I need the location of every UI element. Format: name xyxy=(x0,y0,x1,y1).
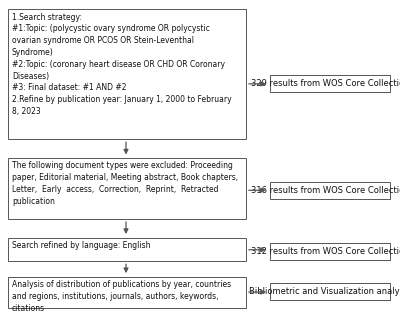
FancyBboxPatch shape xyxy=(270,283,390,300)
FancyBboxPatch shape xyxy=(8,158,246,219)
FancyBboxPatch shape xyxy=(8,277,246,308)
Text: The following document types were excluded: Proceeding
paper, Editorial material: The following document types were exclud… xyxy=(12,161,238,206)
FancyBboxPatch shape xyxy=(270,182,390,199)
Text: 312 results from WOS Core Collection: 312 results from WOS Core Collection xyxy=(251,247,400,256)
FancyBboxPatch shape xyxy=(270,243,390,260)
Text: 1.Search strategy:
#1:Topic: (polycystic ovary syndrome OR polycystic
ovarian sy: 1.Search strategy: #1:Topic: (polycystic… xyxy=(12,13,232,116)
Text: Analysis of distribution of publications by year, countries
and regions, institu: Analysis of distribution of publications… xyxy=(12,280,231,313)
Text: Search refined by language: English: Search refined by language: English xyxy=(12,241,150,250)
FancyBboxPatch shape xyxy=(270,75,390,92)
Text: 316 results from WOS Core Collection: 316 results from WOS Core Collection xyxy=(251,186,400,195)
Text: 329 results from WOS Core Collection: 329 results from WOS Core Collection xyxy=(251,79,400,88)
FancyBboxPatch shape xyxy=(8,238,246,261)
Text: Bibliometric and Visualization analysis: Bibliometric and Visualization analysis xyxy=(249,287,400,296)
FancyBboxPatch shape xyxy=(8,9,246,139)
